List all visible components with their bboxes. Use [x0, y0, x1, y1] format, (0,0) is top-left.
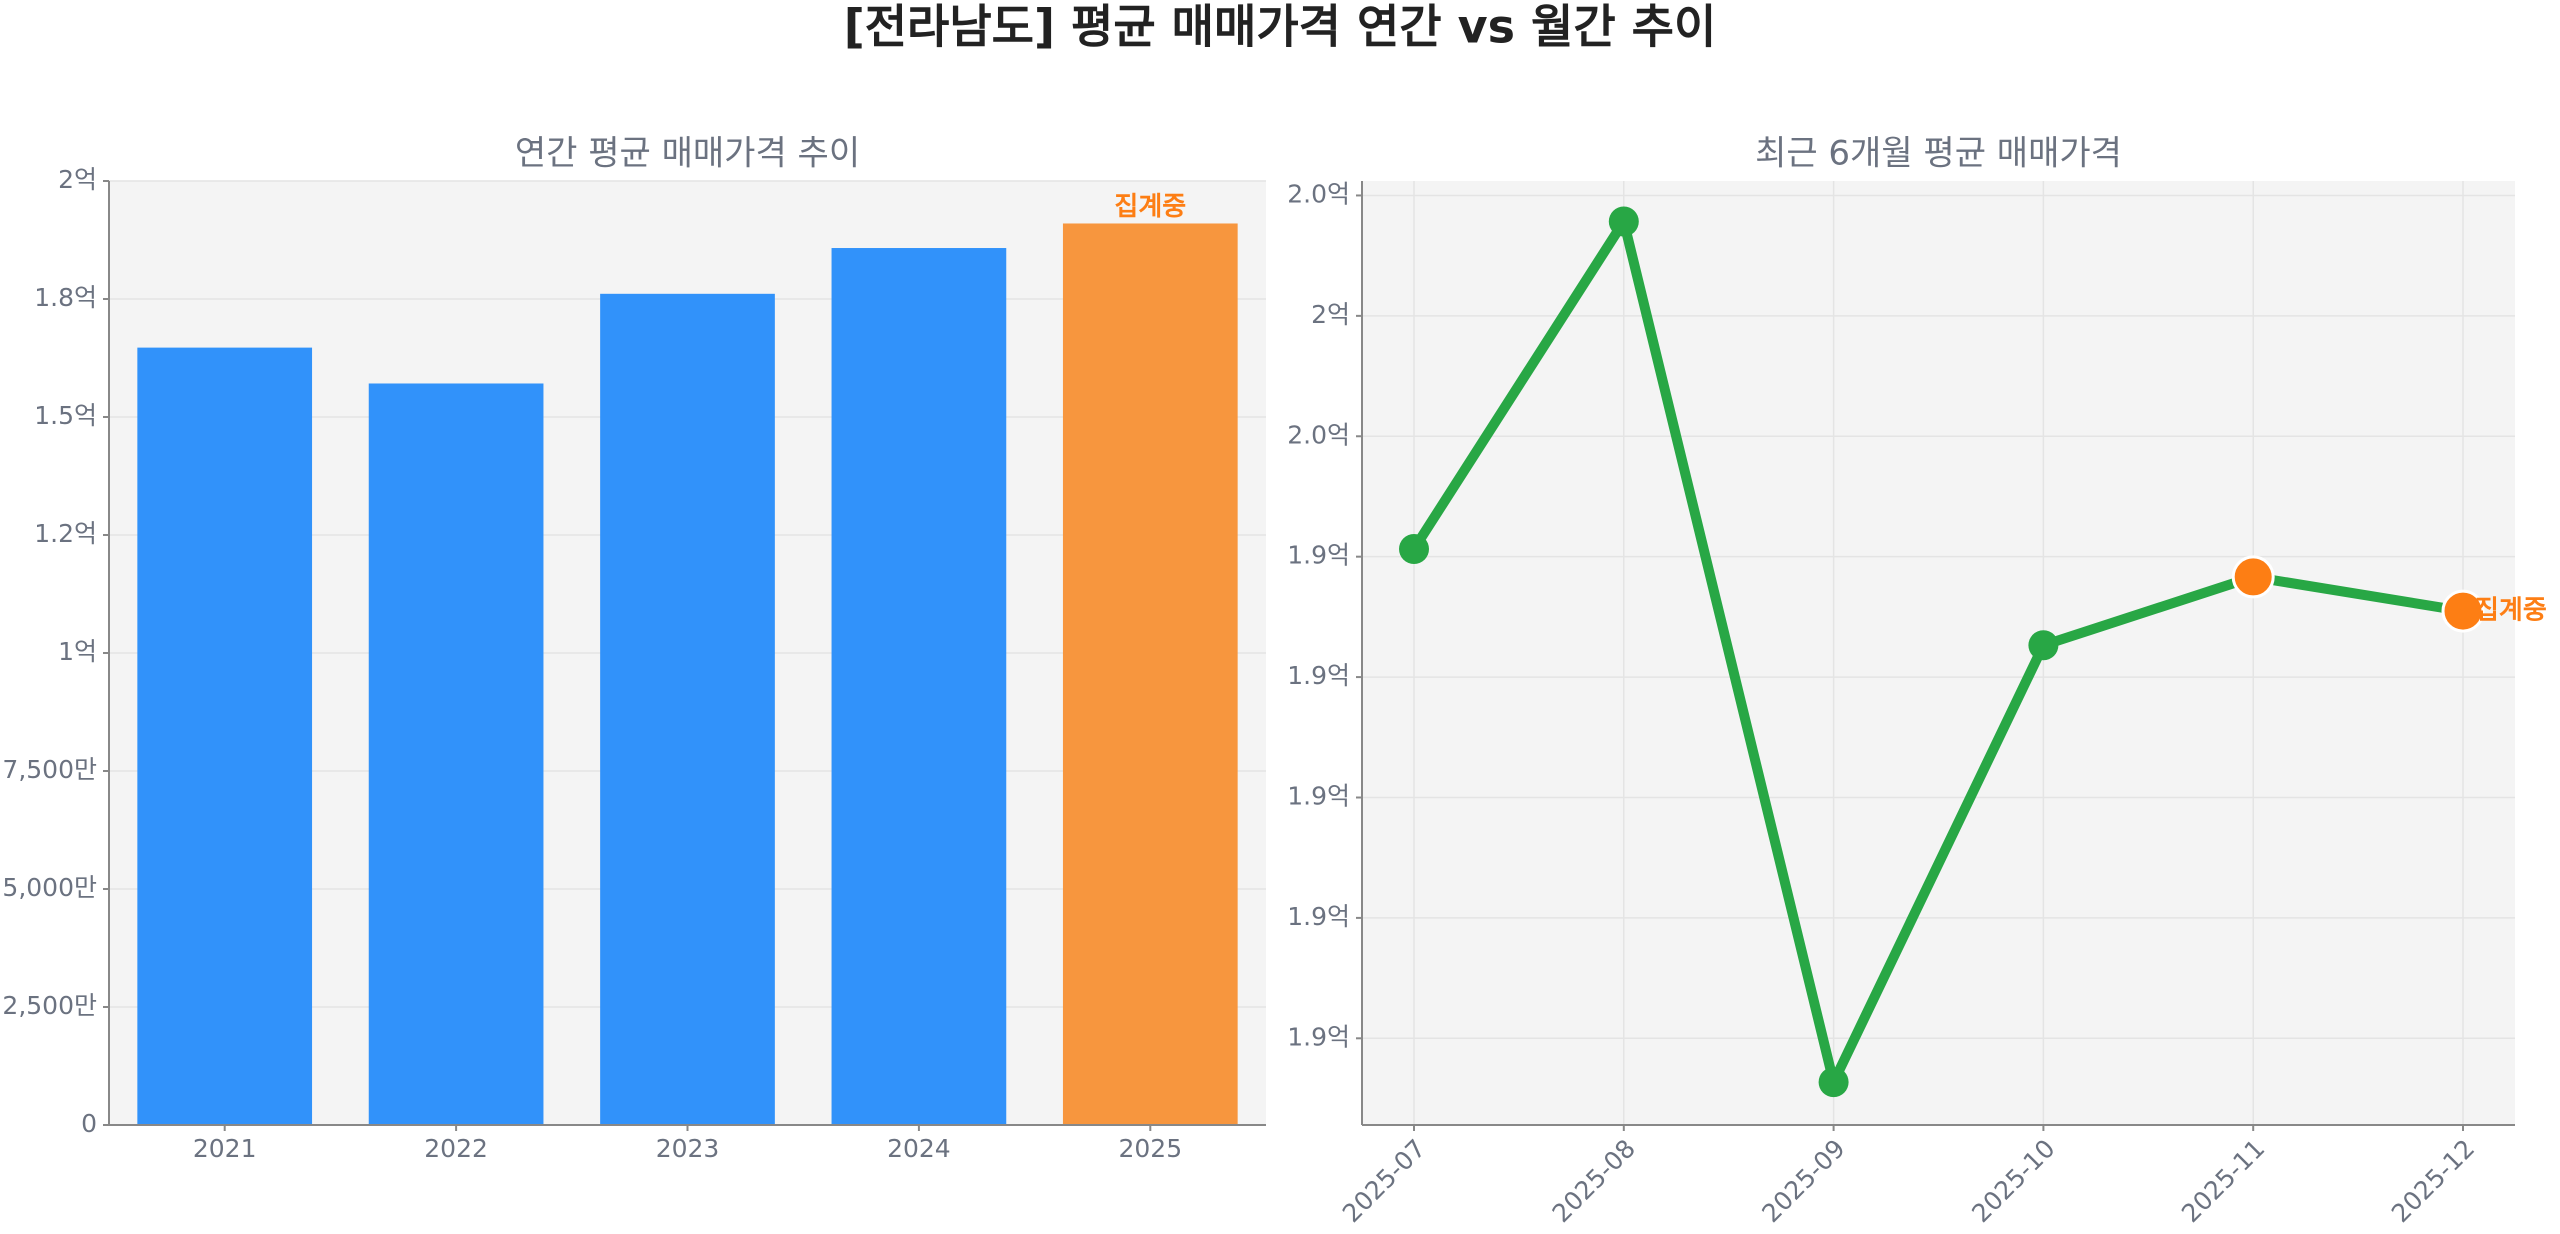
x-tick-label: 2022: [424, 1134, 488, 1163]
figure-title: [전라남도] 평균 매매가격 연간 vs 월간 추이: [844, 0, 1717, 54]
point: [1608, 206, 1639, 237]
bar: [600, 293, 775, 1126]
point: [2028, 630, 2059, 661]
chart-title: 연간 평균 매매가격 추이: [515, 134, 860, 174]
y-tick-label: 1.5억: [34, 401, 97, 430]
y-tick-label: 1.9억: [1287, 781, 1350, 810]
line: [1409, 216, 2464, 1088]
y-tick-label: 2,500만: [2, 991, 97, 1020]
x-tick-label: 2025-07: [1337, 1134, 1431, 1228]
x-tick-label: 2025-12: [2386, 1134, 2480, 1228]
y-tick-label: 2.0억: [1287, 420, 1350, 449]
y-tick-label: 7,500만: [2, 755, 97, 784]
annotation: 집계중: [1114, 192, 1186, 222]
bar: [831, 248, 1007, 1126]
y-tick-label: 1.9억: [1287, 902, 1350, 931]
bar: [137, 347, 313, 1126]
x-tick-label: 2025: [1118, 1134, 1182, 1163]
y-tick-label: 1.8억: [34, 283, 97, 312]
y-tick-label: 2억: [58, 165, 97, 194]
annotation: 집계중: [2475, 596, 2547, 626]
x-tick-label: 2025-11: [2176, 1134, 2270, 1228]
point: [2231, 555, 2275, 599]
point: [2441, 589, 2485, 633]
chart-title: 최근 6개월 평균 매매가격: [1755, 134, 2122, 174]
y-tick-label: 5,000만: [2, 873, 97, 902]
y-tick-label: 2억: [1311, 300, 1350, 329]
y-tick-label: 1.9억: [1287, 1022, 1350, 1051]
point: [1818, 1067, 1849, 1098]
x-tick-label: 2025-10: [1966, 1134, 2060, 1228]
x-tick-label: 2021: [193, 1134, 257, 1163]
x-tick-label: 2025-08: [1547, 1134, 1641, 1228]
x-tick-label: 2024: [887, 1134, 951, 1163]
y-tick-label: 1.2억: [34, 519, 97, 548]
point: [1399, 533, 1429, 564]
bar: [368, 383, 544, 1125]
y-tick-label: 0: [81, 1109, 97, 1138]
x-tick-label: 2025-09: [1756, 1134, 1850, 1228]
plot-area: [1362, 181, 2515, 1125]
x-tick-label: 2023: [656, 1134, 720, 1163]
y-tick-label: 1억: [58, 637, 97, 666]
y-tick-label: 1.9억: [1287, 661, 1350, 690]
y-tick-label: 1.9억: [1287, 541, 1350, 570]
y-tick-label: 2.0억: [1287, 179, 1350, 208]
bar: [1062, 223, 1238, 1126]
